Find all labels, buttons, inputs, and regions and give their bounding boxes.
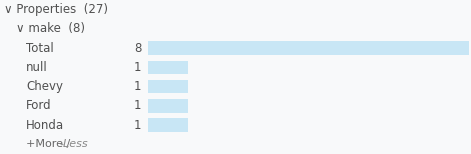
Bar	[148, 80, 188, 93]
Text: 1: 1	[134, 80, 141, 93]
Text: Total: Total	[26, 42, 54, 55]
Text: -Less: -Less	[59, 139, 88, 149]
Text: 8: 8	[134, 42, 141, 55]
Text: Honda: Honda	[26, 119, 64, 132]
Bar	[148, 99, 188, 113]
Text: ∨ make  (8): ∨ make (8)	[16, 22, 85, 35]
Text: 1: 1	[134, 119, 141, 132]
Text: null: null	[26, 61, 48, 74]
Text: ∨ Properties  (27): ∨ Properties (27)	[4, 3, 108, 16]
Text: Chevy: Chevy	[26, 80, 63, 93]
Text: 1: 1	[134, 61, 141, 74]
Text: 1: 1	[134, 99, 141, 112]
Text: +More /: +More /	[26, 139, 73, 149]
Bar	[148, 41, 469, 55]
Bar	[148, 61, 188, 74]
Text: Ford: Ford	[26, 99, 51, 112]
Bar	[148, 118, 188, 132]
